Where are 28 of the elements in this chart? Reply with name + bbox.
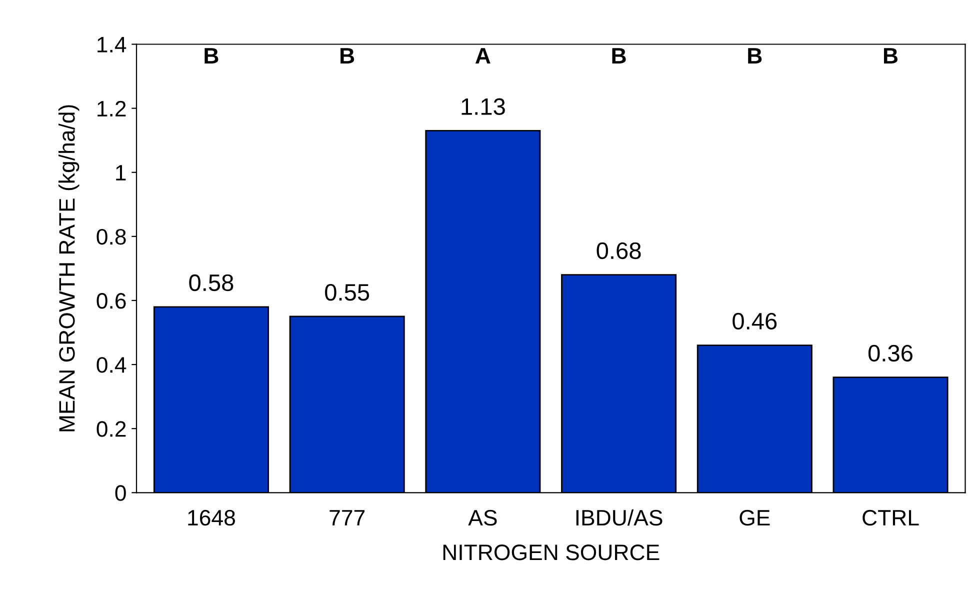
x-tick-label: GE	[740, 510, 770, 526]
x-tick-label: CTRL	[862, 510, 919, 526]
x-tick-label: AS	[468, 510, 497, 526]
annotation: B	[748, 48, 762, 64]
x-tick-label: IBDU/AS	[576, 509, 662, 526]
y-tick-label: 0.8	[96, 228, 126, 245]
data-label: 0.58	[189, 274, 234, 292]
annotation: B	[340, 48, 354, 64]
annotation: B	[204, 48, 218, 64]
y-tick-label: 0.6	[96, 293, 126, 309]
y-tick-label: 0.2	[96, 421, 126, 437]
x-axis-title: NITROGEN SOURCE	[443, 544, 660, 560]
data-label: 0.36	[868, 344, 912, 362]
y-tick-label: 1.4	[98, 37, 126, 52]
y-axis-title: MEAN GROWTH RATE (kg/ha/d)	[58, 105, 80, 432]
x-tick-label: 777	[330, 510, 365, 526]
y-tick-label: 0.4	[96, 357, 126, 373]
y-tick-label: 1.2	[98, 100, 126, 116]
data-label: 1.13	[462, 98, 505, 115]
y-tick-label: 1	[116, 165, 126, 180]
y-tick-label: 0	[115, 485, 126, 501]
data-label: 0.46	[732, 312, 777, 330]
data-label: 0.55	[325, 284, 370, 301]
data-label: 0.68	[596, 242, 641, 260]
annotation: B	[884, 48, 898, 64]
x-tick-label: 1648	[188, 510, 235, 526]
annotation: B	[612, 48, 626, 64]
annotation: A	[475, 48, 490, 64]
